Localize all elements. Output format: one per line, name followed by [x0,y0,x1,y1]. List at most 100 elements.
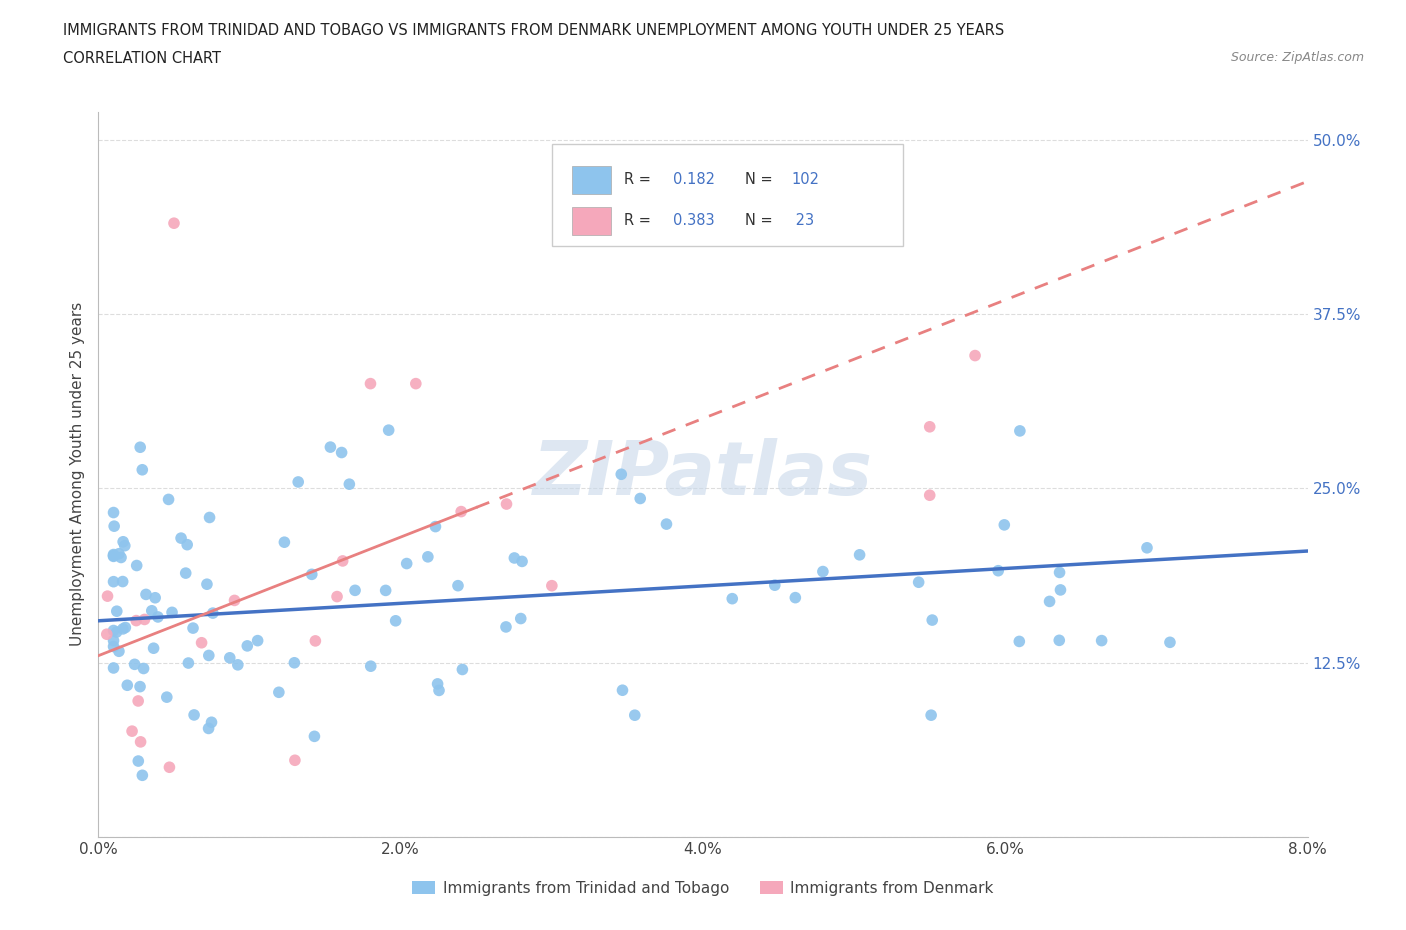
Text: 23: 23 [792,213,814,228]
Point [1038,594,1060,609]
Point [284,753,307,768]
Point [287,474,309,489]
Point [1049,565,1071,580]
Point [655,517,678,532]
Point [384,614,406,629]
Point [447,578,470,593]
Point [103,623,125,638]
Point [103,549,125,564]
Point [921,613,943,628]
Point [427,683,450,698]
Point [96,627,118,642]
Point [610,467,633,482]
Point [124,657,146,671]
Point [112,535,135,550]
Point [785,591,807,605]
Point [125,558,148,573]
Point [96,589,118,604]
Point [509,611,531,626]
Point [105,625,128,640]
Point [907,575,929,590]
Point [628,491,651,506]
Point [200,715,222,730]
Point [319,440,342,455]
Point [1159,635,1181,650]
Point [114,538,136,553]
Point [283,656,305,671]
Point [344,583,367,598]
Text: R =: R = [624,171,651,187]
Point [177,656,200,671]
Point [360,658,382,673]
Point [160,604,183,619]
Point [326,589,349,604]
Point [811,565,834,579]
Point [103,633,125,648]
Point [1049,582,1071,597]
Point [337,477,360,492]
Point [495,497,517,512]
Point [134,612,156,627]
Point [103,639,125,654]
Point [110,550,132,565]
Point [114,620,136,635]
Point [848,548,870,563]
Point [174,565,197,580]
Legend: Immigrants from Trinidad and Tobago, Immigrants from Denmark: Immigrants from Trinidad and Tobago, Imm… [406,874,1000,902]
Point [1091,633,1114,648]
Point [763,578,786,592]
Point [224,593,246,608]
Point [163,216,186,231]
Point [510,554,533,569]
Point [170,531,193,546]
Point [142,641,165,656]
Point [503,551,526,565]
Text: Source: ZipAtlas.com: Source: ZipAtlas.com [1230,51,1364,64]
Point [451,662,474,677]
Point [377,423,399,438]
Point [395,556,418,571]
Point [201,605,224,620]
FancyBboxPatch shape [551,144,903,246]
Point [495,619,517,634]
Point [108,546,131,561]
Point [918,419,941,434]
Point [330,445,353,460]
Point [190,635,212,650]
Text: N =: N = [745,171,773,187]
Point [267,684,290,699]
Point [117,678,139,693]
Point [374,583,396,598]
Point [121,724,143,738]
Point [612,683,634,698]
Point [125,613,148,628]
Point [127,694,149,709]
Point [157,492,180,507]
Text: R =: R = [624,213,651,228]
Point [236,639,259,654]
Point [183,708,205,723]
Point [623,708,645,723]
FancyBboxPatch shape [572,166,612,193]
Point [198,648,221,663]
Point [141,604,163,618]
Point [1008,423,1031,438]
Point [1136,540,1159,555]
Point [360,377,382,392]
Point [146,609,169,624]
Text: 0.182: 0.182 [672,171,714,187]
Point [132,661,155,676]
Point [218,650,240,665]
Point [918,488,941,503]
Point [273,535,295,550]
Point [1008,634,1031,649]
FancyBboxPatch shape [572,207,612,235]
Point [993,517,1015,532]
Point [111,574,134,589]
Point [416,550,439,565]
Point [304,729,326,744]
Point [129,735,152,750]
Point [176,538,198,552]
Point [131,462,153,477]
Point [156,690,179,705]
